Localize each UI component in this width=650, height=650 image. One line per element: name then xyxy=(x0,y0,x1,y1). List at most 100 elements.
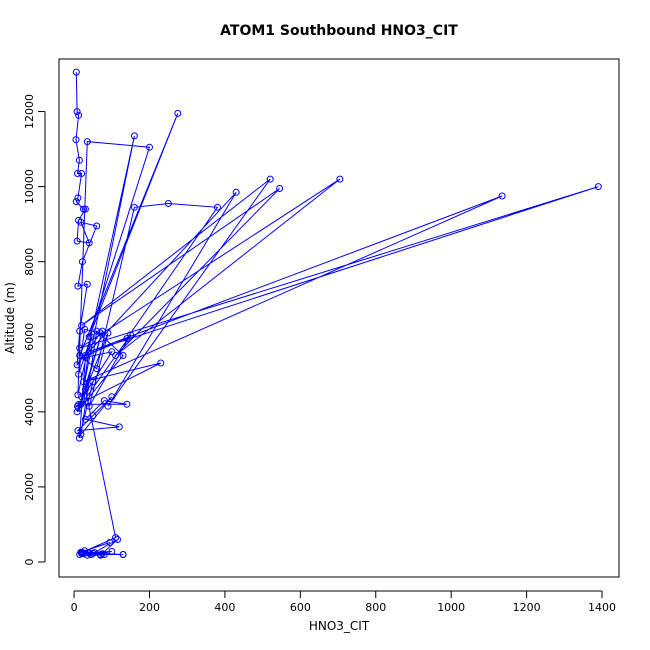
data-point xyxy=(81,205,89,213)
data-point xyxy=(77,430,85,438)
y-axis-label: Altitude (m) xyxy=(3,282,17,354)
data-point xyxy=(336,175,344,183)
data-point xyxy=(74,170,81,177)
x-axis: 0 200 400 600 800 1000 1200 1400 xyxy=(71,590,616,614)
data-point xyxy=(75,111,83,119)
y-tick-label: 12000 xyxy=(23,94,36,129)
data-point xyxy=(78,170,86,177)
data-point xyxy=(77,218,85,226)
data-point xyxy=(75,400,83,408)
data-point xyxy=(74,282,82,290)
data-point xyxy=(81,385,89,393)
data-point xyxy=(83,280,91,288)
data-point xyxy=(100,397,108,405)
data-point xyxy=(78,322,86,329)
data-point xyxy=(127,331,135,339)
data-point xyxy=(73,237,81,245)
x-tick-label: 400 xyxy=(214,601,235,614)
data-point xyxy=(89,549,97,557)
data-point xyxy=(100,551,108,558)
data-point xyxy=(80,378,87,386)
y-tick-label: 8000 xyxy=(23,248,36,276)
data-point xyxy=(75,370,83,378)
data-point xyxy=(84,549,92,557)
data-point xyxy=(97,551,104,559)
data-point xyxy=(81,352,89,359)
data-point xyxy=(85,402,93,410)
data-point xyxy=(75,434,83,442)
x-axis-label: HNO3_CIT xyxy=(309,619,370,633)
y-tick-label: 6000 xyxy=(23,323,36,351)
data-point xyxy=(73,361,81,369)
data-point xyxy=(78,393,86,401)
data-point xyxy=(98,327,106,335)
data-point xyxy=(73,108,81,116)
chart-title: ATOM1 Southbound HNO3_CIT xyxy=(220,23,458,39)
data-point xyxy=(119,352,127,359)
data-point xyxy=(80,550,87,558)
data-point xyxy=(85,348,93,356)
data-point xyxy=(106,539,114,546)
x-tick-label: 600 xyxy=(290,601,311,614)
y-axis: 0 2000 4000 6000 8000 10000 12000 xyxy=(23,94,46,565)
data-point xyxy=(213,203,221,211)
data-point xyxy=(74,391,82,399)
data-point xyxy=(114,536,121,543)
data-point xyxy=(72,198,80,206)
data-point xyxy=(93,365,101,373)
data-point xyxy=(81,415,89,423)
data-point xyxy=(232,188,240,196)
x-tick-label: 800 xyxy=(365,601,386,614)
data-point xyxy=(164,200,172,207)
plot-frame xyxy=(58,58,620,578)
data-point xyxy=(89,412,97,420)
data-point xyxy=(75,156,83,164)
data-point xyxy=(130,132,138,140)
data-point xyxy=(73,408,81,416)
data-point xyxy=(112,352,120,359)
data-point xyxy=(93,222,101,230)
data-point xyxy=(112,534,120,542)
data-point xyxy=(85,239,93,247)
x-tick-label: 200 xyxy=(139,601,160,614)
data-point xyxy=(276,185,284,192)
data-point xyxy=(97,329,104,337)
data-point xyxy=(75,216,83,224)
data-point xyxy=(157,359,165,367)
data-point xyxy=(80,205,87,213)
data-point xyxy=(87,333,95,341)
data-point xyxy=(123,400,131,408)
series-line xyxy=(75,72,599,556)
x-tick-label: 1400 xyxy=(588,601,616,614)
data-point xyxy=(123,335,131,343)
data-point xyxy=(76,344,84,352)
data-point xyxy=(108,548,116,555)
y-tick-label: 10000 xyxy=(23,169,36,204)
data-point xyxy=(104,402,112,410)
data-point xyxy=(81,547,89,555)
data-point xyxy=(108,348,116,356)
data-point xyxy=(74,194,82,202)
x-tick-label: 1200 xyxy=(513,601,541,614)
data-point xyxy=(72,136,80,144)
data-point xyxy=(89,378,97,386)
data-point xyxy=(119,551,127,558)
x-tick-label: 1000 xyxy=(437,601,465,614)
data-point xyxy=(75,404,83,412)
data-point xyxy=(115,423,123,431)
data-point xyxy=(72,68,80,76)
y-tick-label: 4000 xyxy=(23,398,36,426)
data-point xyxy=(146,143,153,151)
x-tick-label: 0 xyxy=(71,601,78,614)
series-points xyxy=(72,68,602,559)
data-point xyxy=(85,333,93,341)
y-tick-label: 2000 xyxy=(23,473,36,501)
data-point xyxy=(594,183,602,191)
data-point xyxy=(83,138,91,146)
data-point xyxy=(78,258,86,266)
data-point xyxy=(498,192,506,200)
data-point xyxy=(108,393,116,401)
data-point xyxy=(130,203,138,211)
data-point xyxy=(266,175,274,183)
